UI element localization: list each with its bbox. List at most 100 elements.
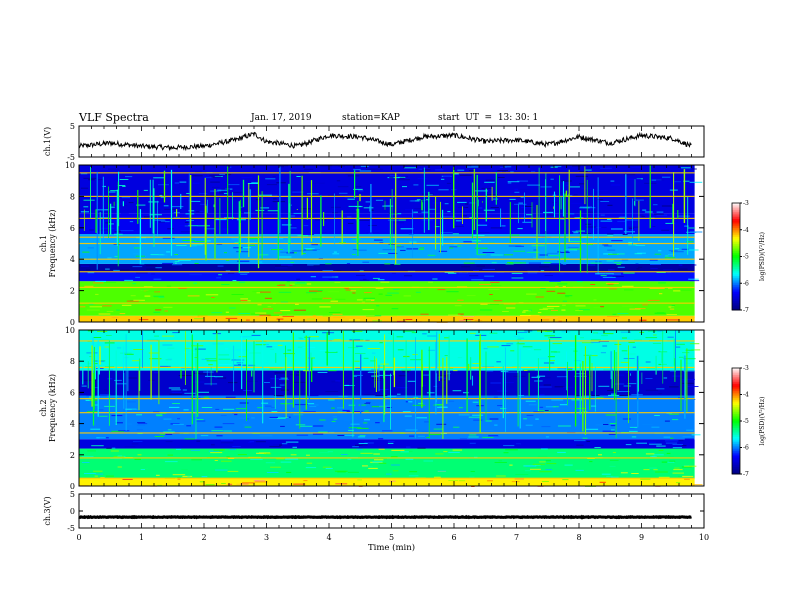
spectrogram-speckle bbox=[515, 197, 522, 199]
y-tick-label: -5 bbox=[67, 153, 75, 162]
spectrogram-speckle bbox=[672, 419, 679, 421]
spectrogram-speckle bbox=[265, 178, 276, 180]
spectrogram-speckle bbox=[615, 357, 626, 359]
spectrogram-speckle bbox=[117, 185, 126, 186]
spectrogram-speckle bbox=[193, 282, 197, 284]
colorbar-cell bbox=[732, 440, 740, 443]
spectrogram-speckle bbox=[394, 263, 401, 265]
spectrogram-speckle bbox=[346, 411, 351, 413]
spectrogram-speckle bbox=[93, 282, 104, 284]
spectrogram-speckle bbox=[87, 411, 98, 413]
colorbar-tick-label: -3 bbox=[743, 200, 749, 207]
spectrogram-line bbox=[79, 236, 695, 238]
spectrogram-speckle bbox=[290, 215, 296, 217]
spectrogram-speckle bbox=[351, 253, 356, 255]
spectrogram-speckle bbox=[476, 265, 485, 267]
spectrogram-speckle bbox=[146, 268, 158, 270]
spectrogram-speckle bbox=[561, 180, 572, 182]
x-tick-label: 7 bbox=[514, 533, 519, 542]
spectrogram-speckle bbox=[227, 470, 239, 472]
spectrogram-speckle bbox=[684, 465, 697, 467]
spectrogram-speckle bbox=[157, 484, 163, 486]
spectrogram-speckle bbox=[153, 311, 161, 313]
spectrogram-speckle bbox=[575, 305, 586, 307]
spectrogram-speckle bbox=[296, 176, 301, 177]
spectrogram-speckle bbox=[327, 291, 340, 293]
spectrogram-speckle bbox=[295, 424, 306, 426]
spectrogram-speckle bbox=[465, 319, 471, 321]
spectrogram-speckle bbox=[543, 272, 552, 274]
spectrogram-speckle bbox=[653, 469, 658, 471]
spectrogram-speckle bbox=[302, 234, 314, 235]
spectrogram-speckle bbox=[236, 251, 249, 253]
spectrogram-speckle bbox=[292, 446, 297, 448]
spectrogram-speckle bbox=[417, 447, 426, 449]
spectrogram-speckle bbox=[217, 377, 227, 379]
spectrogram-speckle bbox=[285, 441, 299, 443]
spectrogram-speckle bbox=[469, 332, 476, 334]
spectrogram-speckle bbox=[642, 304, 648, 306]
spectrogram-speckle bbox=[685, 362, 693, 364]
spectrogram-speckle bbox=[617, 313, 629, 315]
spectrogram-speckle bbox=[650, 268, 658, 270]
spectrogram-speckle bbox=[517, 332, 528, 333]
spectrogram-speckle bbox=[362, 261, 370, 263]
spectrogram-speckle bbox=[654, 312, 666, 314]
spectrogram-speckle bbox=[364, 292, 372, 294]
spectrogram-speckle bbox=[655, 471, 668, 473]
spectrogram-speckle bbox=[691, 168, 697, 170]
spectrogram-speckle bbox=[257, 304, 262, 306]
spectrogram-speckle bbox=[473, 270, 479, 271]
spectrogram-speckle bbox=[114, 165, 124, 167]
spectrogram-speckle bbox=[458, 206, 466, 208]
spectrogram-speckle bbox=[374, 315, 382, 317]
spectrogram-speckle bbox=[159, 194, 163, 196]
spectrogram-speckle bbox=[236, 483, 241, 485]
spectrogram-speckle bbox=[459, 438, 468, 440]
spectrogram-speckle bbox=[573, 232, 579, 234]
spectrogram-speckle bbox=[365, 299, 375, 301]
colorbar-cell bbox=[732, 394, 740, 397]
spectrogram-speckle bbox=[429, 434, 442, 436]
spectrogram-speckle bbox=[363, 297, 375, 299]
spectrogram-speckle bbox=[631, 167, 643, 168]
spectrogram-speckle bbox=[361, 301, 365, 303]
spectrogram-speckle bbox=[585, 223, 592, 225]
spectrogram-speckle bbox=[279, 284, 286, 286]
spectrogram-speckle bbox=[411, 332, 417, 334]
spectrogram-speckle bbox=[585, 226, 596, 228]
spectrogram-speckle bbox=[242, 482, 255, 484]
spectrogram-speckle bbox=[81, 265, 90, 267]
spectrogram-speckle bbox=[479, 309, 493, 311]
spectrogram-speckle bbox=[394, 266, 398, 268]
spectrogram-speckle bbox=[198, 193, 208, 194]
spectrogram-speckle bbox=[617, 220, 626, 222]
spectrogram-speckle bbox=[221, 483, 226, 484]
spectrogram-speckle bbox=[511, 275, 521, 277]
spectrogram-speckle bbox=[296, 278, 301, 280]
spectrogram-speckle bbox=[281, 381, 288, 383]
spectrogram-speckle bbox=[309, 336, 319, 338]
spectrogram-speckle bbox=[154, 291, 160, 293]
spectrogram-speckle bbox=[333, 418, 338, 420]
spectrogram-speckle bbox=[537, 455, 548, 457]
spectrogram-speckle bbox=[481, 187, 492, 189]
spectrogram-speckle bbox=[375, 395, 388, 397]
spectrogram-speckle bbox=[595, 424, 606, 426]
spectrogram-speckle bbox=[89, 306, 102, 308]
spectrogram-speckle bbox=[359, 279, 370, 281]
spectrogram-speckle bbox=[687, 386, 699, 387]
spectrogram-speckle bbox=[542, 232, 548, 234]
colorbar-cell bbox=[732, 373, 740, 376]
spectrogram-speckle bbox=[518, 395, 525, 396]
spectrogram-speckle bbox=[184, 348, 190, 350]
spectrogram-speckle bbox=[431, 441, 444, 443]
spectrogram-speckle bbox=[108, 168, 120, 170]
spectrogram-speckle bbox=[319, 419, 326, 421]
spectrogram-speckle bbox=[360, 452, 373, 454]
spectrogram-speckle bbox=[255, 312, 267, 314]
spectrogram-speckle bbox=[368, 232, 373, 234]
spectrogram-speckle bbox=[631, 473, 639, 474]
spectrogram-speckle bbox=[371, 406, 384, 408]
spectrogram-speckle bbox=[264, 382, 270, 383]
